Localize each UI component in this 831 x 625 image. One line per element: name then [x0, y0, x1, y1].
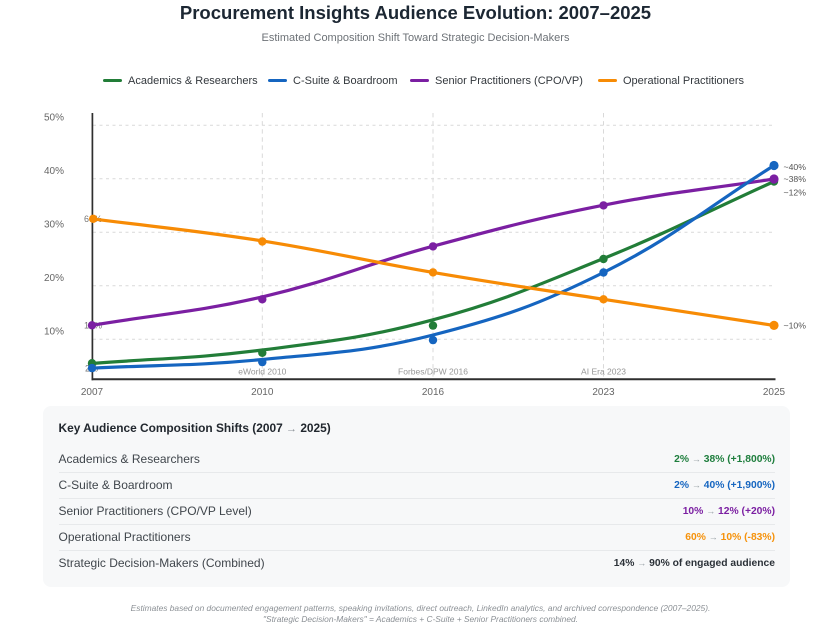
- svg-text:~40%: ~40%: [784, 162, 807, 172]
- svg-text:2010: 2010: [251, 387, 274, 398]
- svg-text:2007: 2007: [81, 387, 104, 398]
- svg-text:AI Era 2023: AI Era 2023: [581, 367, 626, 377]
- svg-text:40%: 40%: [44, 166, 64, 177]
- svg-text:2016: 2016: [422, 387, 445, 398]
- svg-text:~10%: ~10%: [784, 321, 807, 331]
- svg-text:30%: 30%: [44, 220, 64, 231]
- svg-text:2023: 2023: [592, 387, 615, 398]
- svg-text:~12%: ~12%: [784, 188, 807, 198]
- svg-text:2025: 2025: [763, 387, 786, 398]
- svg-text:20%: 20%: [44, 273, 64, 284]
- svg-text:10%: 10%: [44, 327, 64, 338]
- svg-text:Forbes/DPW 2016: Forbes/DPW 2016: [398, 367, 468, 377]
- svg-text:50%: 50%: [44, 113, 64, 124]
- svg-text:~38%: ~38%: [784, 174, 807, 184]
- svg-text:eWorld 2010: eWorld 2010: [238, 367, 286, 377]
